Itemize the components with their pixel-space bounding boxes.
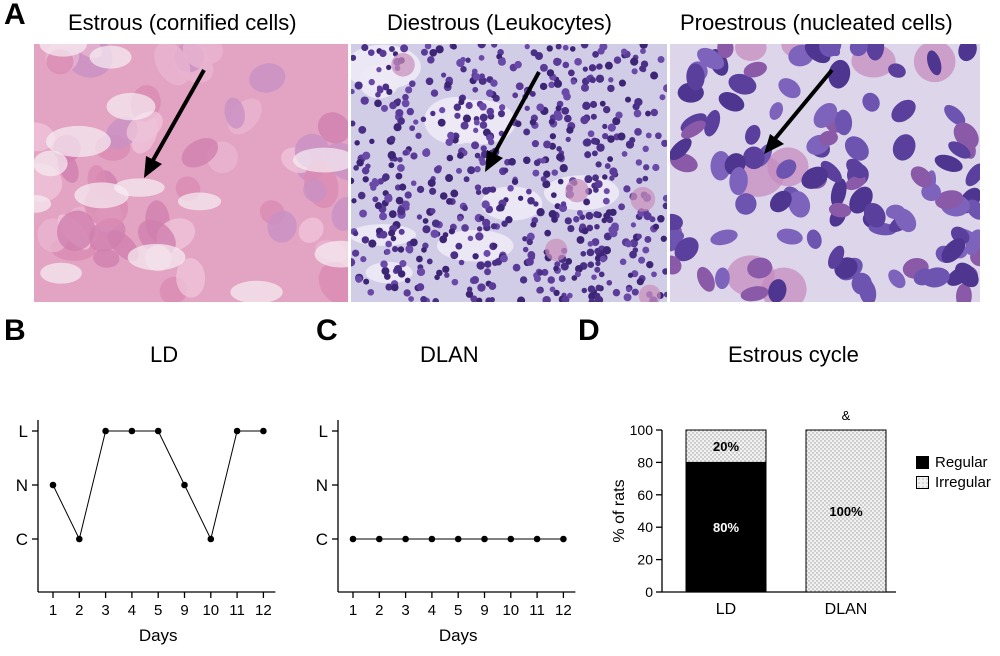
- dlan-data-point: [349, 535, 357, 543]
- estrous-arrow-icon: [144, 69, 206, 178]
- panel-c-letter: C: [316, 314, 338, 347]
- ld-data-point: [49, 481, 57, 489]
- dlan-data-point: [428, 535, 436, 543]
- bar-data-label: 80%: [713, 520, 739, 535]
- ld-data-point: [233, 427, 241, 435]
- dlan-x-tick-label: 3: [401, 602, 409, 619]
- ld-y-tick-label: C: [16, 530, 28, 549]
- bar-annotation: &: [842, 408, 851, 423]
- ld-data-point: [181, 481, 188, 489]
- diestrous-arrow-icon: [485, 71, 541, 172]
- ld-x-tick-label: 10: [202, 602, 219, 619]
- estrous-cycle-bar-chart: 0 20 40 60 80 100 % of rats 80% 20% LD 100% DLAN &: [611, 408, 896, 618]
- panel-a-letter: A: [4, 0, 26, 31]
- bar-ld-irregular: [685, 429, 767, 463]
- dlan-data-point: [376, 535, 383, 543]
- ld-x-tick-label: 12: [255, 602, 272, 619]
- irregular-label: Irregular: [935, 474, 991, 491]
- dlan-x-tick-label: 1: [349, 602, 357, 619]
- ld-data-point: [260, 427, 267, 435]
- ld-data-point: [102, 427, 109, 435]
- ld-x-axis-label: Days: [139, 626, 178, 645]
- panel-b-letter: B: [4, 314, 26, 347]
- bar-y-tick-label: 20: [637, 552, 653, 568]
- dlan-y-tick-label: L: [319, 422, 328, 441]
- ld-data-point: [76, 535, 83, 543]
- dlan-x-tick-label: 12: [555, 602, 572, 619]
- ld-x-tick-label: 3: [101, 602, 109, 619]
- ld-data-point: [128, 427, 136, 435]
- bar-data-label: 100%: [829, 504, 863, 519]
- ld-y-tick-label: N: [16, 476, 28, 495]
- dlan-y-tick-label: N: [316, 476, 328, 495]
- ld-chart-title: LD: [150, 342, 179, 367]
- estrous-cycle-chart-title: Estrous cycle: [728, 342, 859, 367]
- proestrous-arrow-icon: [764, 68, 834, 154]
- estrous-micrograph: [34, 44, 348, 302]
- dlan-y-tick-label: C: [316, 530, 328, 549]
- bar-y-tick-label: 60: [637, 487, 653, 503]
- ld-x-tick-label: 2: [75, 602, 83, 619]
- ld-x-tick-label: 4: [128, 602, 136, 619]
- panel-d-letter: D: [578, 314, 600, 347]
- bar-data-label: 20%: [713, 439, 739, 454]
- dlan-x-tick-label: 2: [375, 602, 383, 619]
- dlan-x-tick-label: 4: [428, 602, 436, 619]
- regular-swatch: [916, 456, 929, 469]
- dlan-chart-title: DLAN: [420, 342, 479, 367]
- bar-x-tick-label: LD: [716, 601, 736, 618]
- ld-series-line: [52, 430, 264, 541]
- dlan-x-tick-label: 11: [529, 602, 545, 619]
- legend-irregular: Irregular: [916, 474, 991, 491]
- ld-y-tick-label: L: [19, 422, 28, 441]
- bar-ld-regular: [685, 461, 767, 593]
- bar-y-tick-label: 40: [637, 519, 653, 535]
- ld-x-tick-label: 1: [49, 602, 57, 619]
- ld-x-tick-label: 5: [154, 602, 162, 619]
- bar-y-axis-label: % of rats: [611, 479, 628, 542]
- dlan-data-point: [481, 535, 488, 543]
- bar-x-tick-label: DLAN: [825, 601, 868, 618]
- dlan-data-point: [560, 535, 567, 543]
- diestrous-micrograph: [351, 44, 667, 302]
- bar-y-tick-label: 100: [630, 422, 654, 438]
- dlan-data-point: [533, 535, 541, 543]
- dlan-x-tick-label: 10: [502, 602, 519, 619]
- legend-regular: Regular: [916, 454, 988, 471]
- dlan-data-point: [402, 535, 409, 543]
- ld-x-tick-label: 11: [229, 602, 245, 619]
- ld-data-point: [207, 535, 215, 543]
- diestrous-image-title: Diestrous (Leukocytes): [387, 10, 612, 35]
- dlan-data-point: [454, 535, 462, 543]
- bar-y-tick-label: 80: [637, 454, 653, 470]
- bar-y-tick-label: 0: [645, 584, 653, 600]
- estrous-image-title: Estrous (cornified cells): [68, 10, 297, 35]
- ld-x-tick-label: 9: [180, 602, 188, 619]
- proestrous-image-title: Proestrous (nucleated cells): [680, 10, 953, 35]
- bar-dlan-irregular: [805, 429, 887, 593]
- proestrous-micrograph: [670, 44, 980, 302]
- dlan-data-point: [507, 535, 515, 543]
- ld-data-point: [154, 427, 162, 435]
- dlan-x-axis-label: Days: [439, 626, 478, 645]
- dlan-x-tick-label: 9: [480, 602, 488, 619]
- regular-label: Regular: [935, 454, 988, 471]
- irregular-swatch: [916, 476, 929, 489]
- dlan-x-tick-label: 5: [454, 602, 462, 619]
